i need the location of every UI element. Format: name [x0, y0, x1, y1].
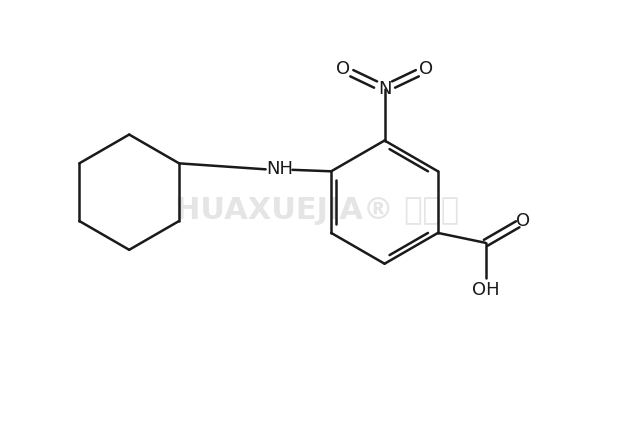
Text: OH: OH — [472, 281, 500, 299]
Text: O: O — [336, 60, 350, 78]
Text: O: O — [516, 212, 531, 230]
Text: NH: NH — [266, 160, 293, 178]
Text: O: O — [419, 60, 434, 78]
Text: N: N — [378, 80, 391, 98]
Text: HUAXUEJIA® 化学加: HUAXUEJIA® 化学加 — [175, 195, 459, 224]
